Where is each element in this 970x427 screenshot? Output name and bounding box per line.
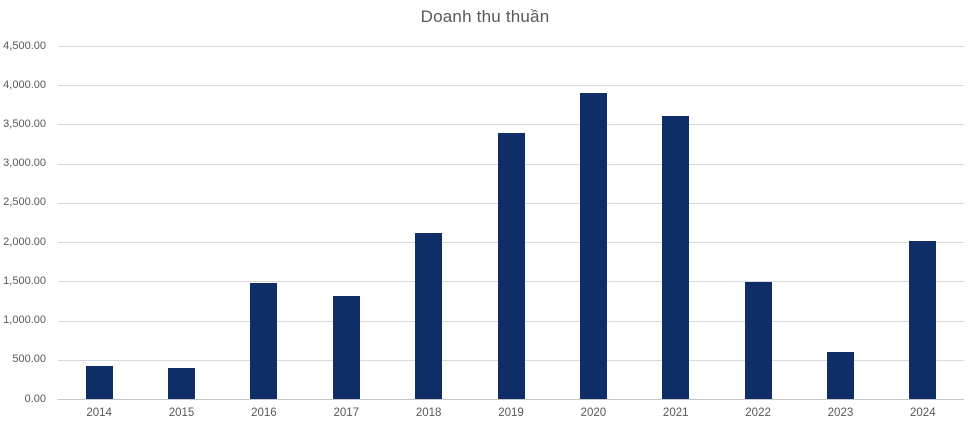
x-tick-label: 2016	[251, 407, 277, 419]
y-tick-label: 2,500.00	[3, 196, 46, 209]
bar-2018[interactable]	[415, 232, 443, 399]
x-tick-label: 2022	[745, 407, 771, 419]
x-tick-label: 2020	[580, 407, 607, 419]
y-tick-label: 3,000.00	[3, 157, 46, 170]
y-tick-label: 4,500.00	[3, 39, 46, 52]
bar-2024[interactable]	[909, 240, 937, 399]
x-axis-line	[58, 399, 964, 400]
x-tick-label: 2017	[333, 407, 360, 419]
y-tick-label: 500.00	[12, 353, 46, 366]
x-tick-label: 2021	[662, 407, 689, 419]
bar-2015[interactable]	[168, 367, 196, 399]
bar-2014[interactable]	[85, 365, 113, 399]
gridline	[58, 124, 964, 126]
x-tick-label: 2015	[168, 407, 195, 419]
y-tick-label: 2,000.00	[3, 235, 46, 248]
y-tick-label: 3,500.00	[3, 117, 46, 130]
y-tick-label: 0.00	[24, 392, 46, 405]
bar-2019[interactable]	[497, 132, 525, 399]
x-tick-label: 2024	[910, 407, 936, 419]
x-tick-label: 2023	[827, 407, 854, 419]
y-tick-label: 1,000.00	[3, 314, 46, 327]
y-tick-label: 4,000.00	[3, 78, 46, 91]
y-tick-label: 1,500.00	[3, 274, 46, 287]
x-tick-label: 2018	[415, 407, 442, 419]
bar-2016[interactable]	[250, 283, 278, 399]
bar-2021[interactable]	[662, 115, 690, 399]
chart-title: Doanh thu thuần	[420, 7, 550, 26]
x-tick-label: 2014	[86, 407, 112, 419]
x-tick-label: 2019	[498, 407, 524, 419]
bar-2022[interactable]	[744, 282, 772, 399]
bar-2020[interactable]	[579, 93, 607, 399]
bar-2017[interactable]	[332, 296, 360, 399]
gridline	[58, 46, 964, 47]
bar-2023[interactable]	[826, 351, 854, 399]
gridline	[58, 85, 964, 87]
